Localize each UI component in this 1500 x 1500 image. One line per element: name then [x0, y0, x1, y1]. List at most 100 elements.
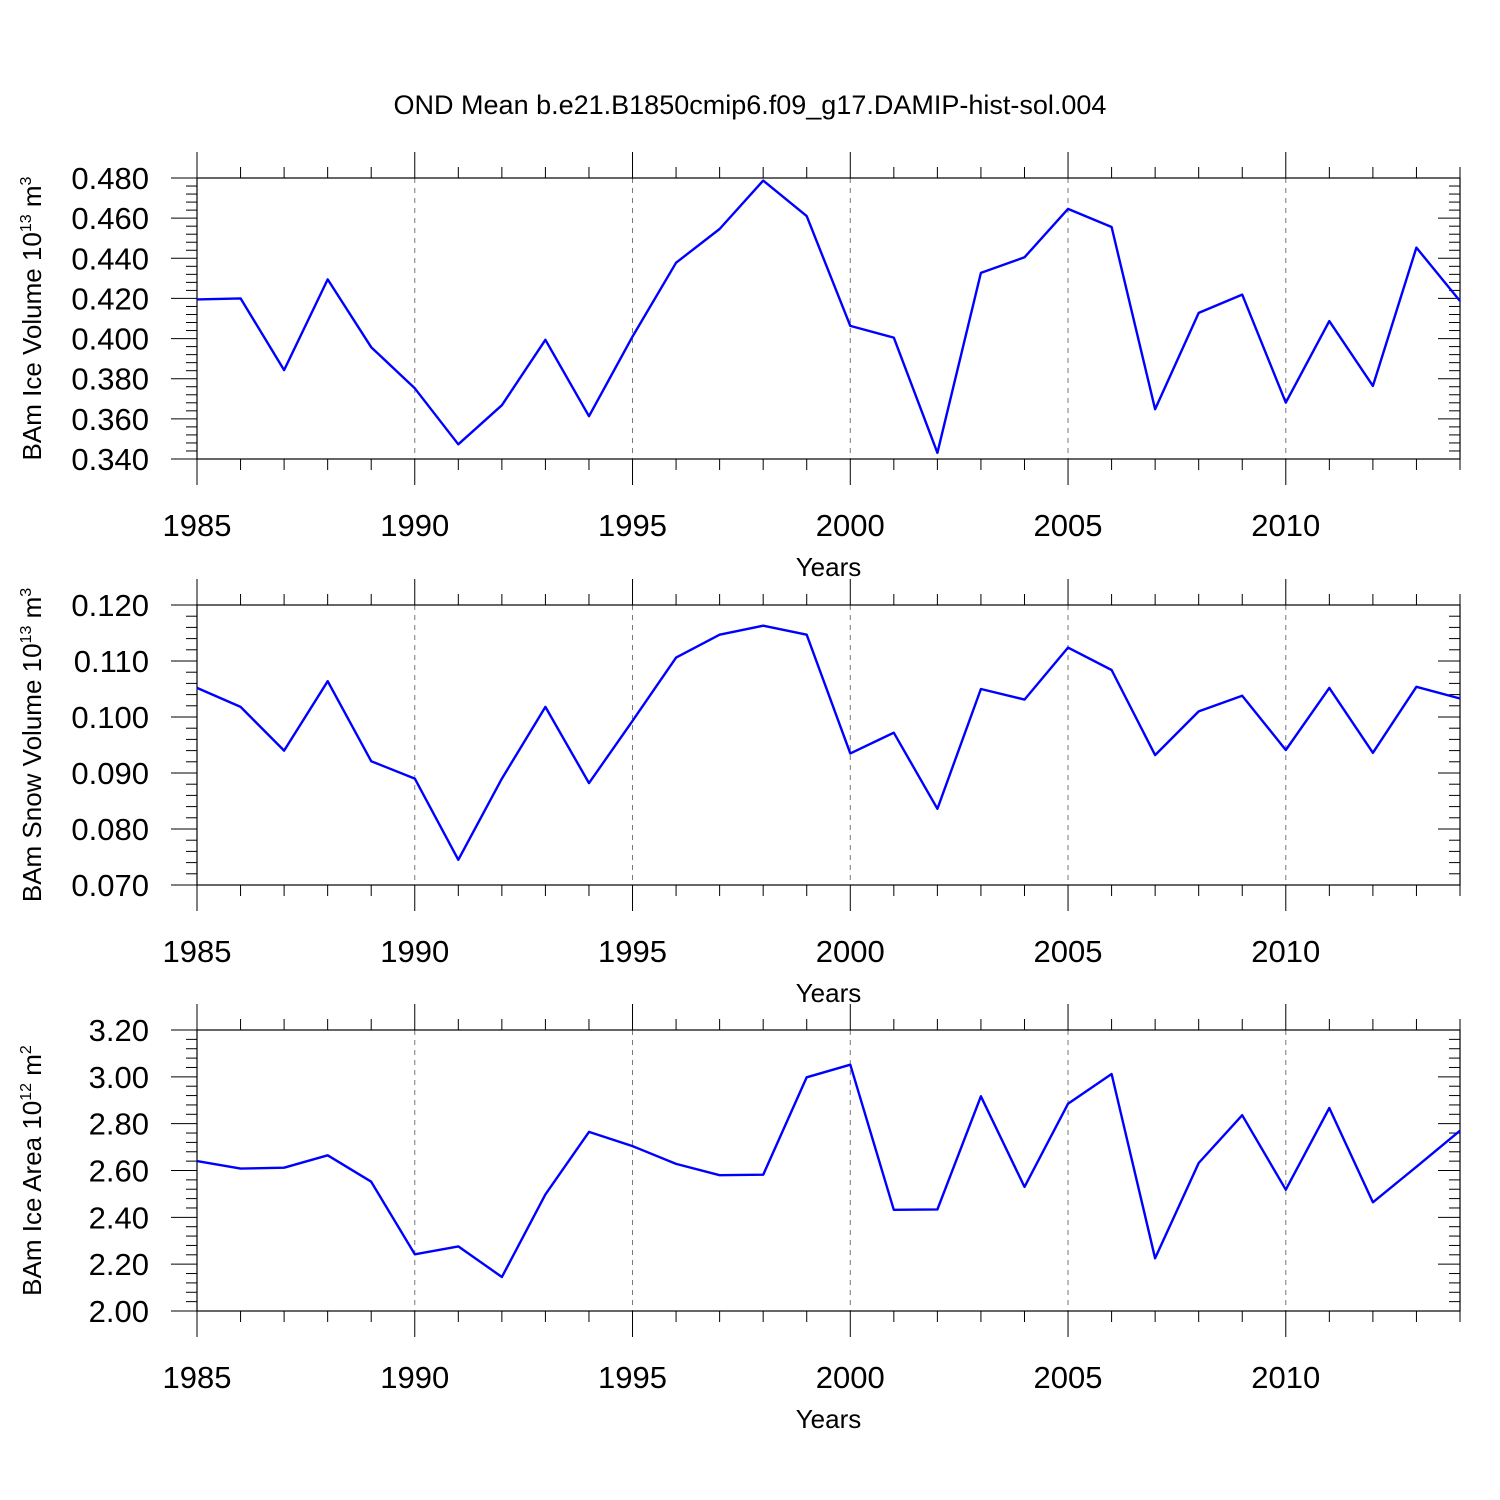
data-point — [674, 656, 678, 660]
data-point — [543, 1192, 547, 1196]
data-point — [631, 719, 635, 723]
data-point — [500, 403, 504, 407]
data-point — [1153, 1256, 1157, 1260]
data-point — [369, 1180, 373, 1184]
data-point — [848, 751, 852, 755]
data-point — [1327, 319, 1331, 323]
series-line — [196, 1063, 1461, 1279]
x-tick-label: 1985 — [163, 508, 232, 543]
y-tick-label: 0.070 — [71, 868, 149, 903]
y-tick-label: 0.440 — [71, 241, 149, 276]
data-point — [1371, 1200, 1375, 1204]
y-tick-label: 0.090 — [71, 756, 149, 791]
data-point — [1371, 384, 1375, 388]
data-point — [1327, 1106, 1331, 1110]
x-axis-label: Years — [796, 978, 862, 1008]
data-point — [1022, 698, 1026, 702]
data-point — [805, 633, 809, 637]
data-point — [456, 858, 460, 862]
data-point — [1197, 311, 1201, 315]
x-tick-label: 1985 — [163, 934, 232, 969]
y-tick-label: 0.100 — [71, 700, 149, 735]
chart-panel-2: 0.070 0.080 0.090 0.100 0.110 0.120 1985 1990 19… — [17, 579, 1461, 1008]
y-tick-label: 0.460 — [71, 201, 149, 236]
data-point — [718, 227, 722, 231]
data-point — [1240, 694, 1244, 698]
data-point — [326, 679, 330, 683]
data-point — [587, 1130, 591, 1134]
data-point — [1240, 1113, 1244, 1117]
data-point — [1371, 751, 1375, 755]
data-point — [1022, 1185, 1026, 1189]
y-tick-label: 2.00 — [89, 1294, 149, 1329]
data-point — [935, 451, 939, 455]
data-point — [674, 1162, 678, 1166]
data-point — [500, 777, 504, 781]
data-point — [413, 1252, 417, 1256]
data-point — [1458, 1129, 1462, 1133]
data-point — [1066, 207, 1070, 211]
data-point — [282, 1166, 286, 1170]
data-point — [1022, 255, 1026, 259]
data-point — [1458, 299, 1462, 303]
y-tick-label: 0.480 — [71, 161, 149, 196]
x-tick-label: 1990 — [380, 934, 449, 969]
data-point — [1284, 401, 1288, 405]
y-tick-label: 0.120 — [71, 588, 149, 623]
y-tick-label: 0.400 — [71, 322, 149, 357]
data-point — [1153, 753, 1157, 757]
y-tick-label: 0.360 — [71, 402, 149, 437]
x-tick-label: 1985 — [163, 1360, 232, 1395]
x-axis-label: Years — [796, 1404, 862, 1434]
x-tick-label: 2005 — [1034, 1360, 1103, 1395]
x-tick-label: 2010 — [1251, 934, 1320, 969]
y-axis-label: BAm Ice Area 1012 m2 — [17, 1045, 47, 1296]
y-tick-label: 3.00 — [89, 1060, 149, 1095]
series-line — [196, 624, 1461, 861]
data-point — [239, 296, 243, 300]
y-tick-label: 0.380 — [71, 362, 149, 397]
data-point — [892, 731, 896, 735]
data-point — [892, 1208, 896, 1212]
data-point — [1066, 1102, 1070, 1106]
data-point — [761, 624, 765, 628]
data-point — [1110, 668, 1114, 672]
data-point — [543, 705, 547, 709]
data-point — [1240, 293, 1244, 297]
y-tick-label: 0.110 — [74, 644, 149, 679]
x-tick-label: 2010 — [1251, 1360, 1320, 1395]
plot-frame — [196, 177, 1461, 460]
data-point — [805, 214, 809, 218]
data-point — [195, 686, 199, 690]
y-tick-label: 2.20 — [89, 1247, 149, 1282]
data-point — [979, 1094, 983, 1098]
data-point — [239, 705, 243, 709]
chart-panel-1: 0.340 0.360 0.380 0.400 0.420 0.440 0.460 0.480… — [17, 152, 1462, 582]
data-point — [1284, 1188, 1288, 1192]
x-tick-label: 2010 — [1251, 508, 1320, 543]
x-tick-label: 1995 — [598, 508, 667, 543]
x-tick-label: 1990 — [380, 1360, 449, 1395]
y-tick-label: 0.420 — [71, 281, 149, 316]
data-point — [935, 1207, 939, 1211]
data-point — [979, 271, 983, 275]
data-point — [195, 1159, 199, 1163]
data-point — [718, 633, 722, 637]
x-axis-label: Years — [796, 552, 862, 582]
y-tick-label: 2.60 — [89, 1154, 149, 1189]
data-point — [979, 687, 983, 691]
data-point — [1327, 686, 1331, 690]
data-point — [282, 749, 286, 753]
data-point — [456, 1244, 460, 1248]
data-point — [326, 1153, 330, 1157]
y-axis-label: BAm Ice Volume 1013 m3 — [17, 176, 47, 460]
data-point — [413, 777, 417, 781]
series-line — [196, 179, 1461, 454]
data-point — [326, 277, 330, 281]
data-point — [369, 345, 373, 349]
data-point — [848, 324, 852, 328]
data-point — [282, 368, 286, 372]
y-tick-label: 2.80 — [89, 1107, 149, 1142]
data-point — [848, 1063, 852, 1067]
